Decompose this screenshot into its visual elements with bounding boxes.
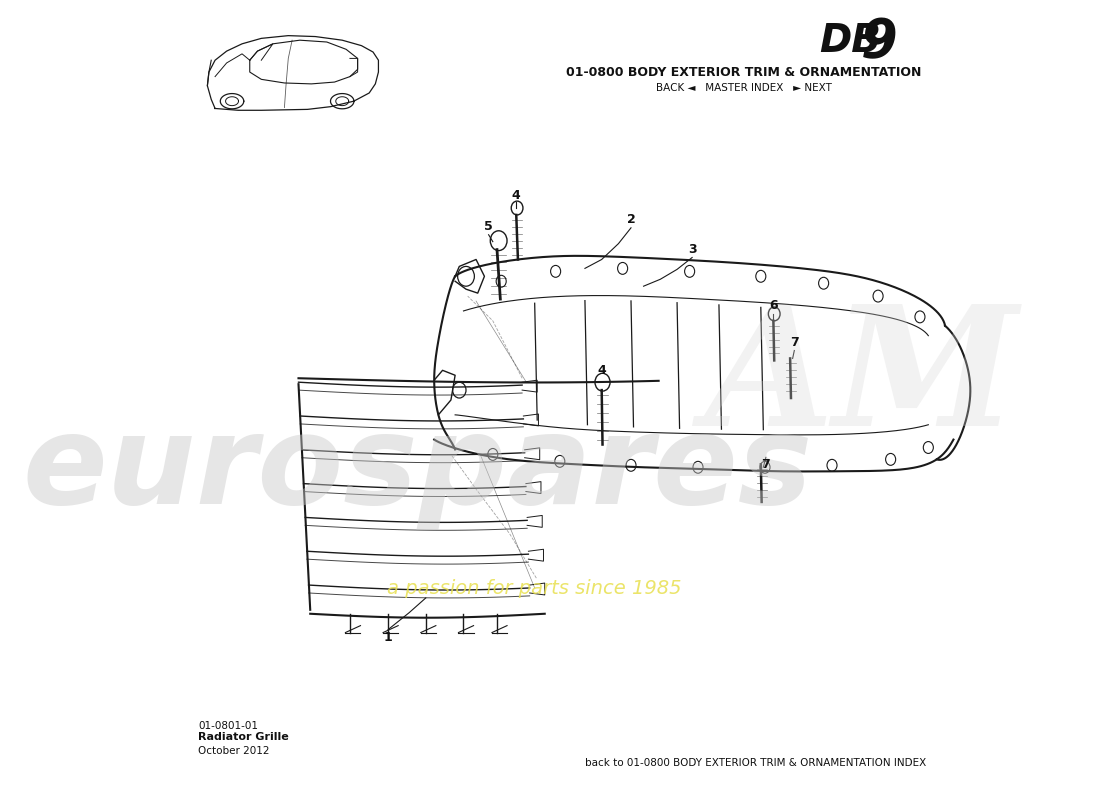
Text: eurospares: eurospares [22, 409, 813, 530]
Text: 5: 5 [484, 220, 493, 234]
Text: 2: 2 [627, 214, 636, 226]
Text: 1: 1 [384, 631, 393, 644]
Text: 01-0800 BODY EXTERIOR TRIM & ORNAMENTATION: 01-0800 BODY EXTERIOR TRIM & ORNAMENTATI… [566, 66, 922, 78]
Text: 6: 6 [769, 299, 778, 313]
Text: 01-0801-01: 01-0801-01 [198, 721, 258, 730]
Text: back to 01-0800 BODY EXTERIOR TRIM & ORNAMENTATION INDEX: back to 01-0800 BODY EXTERIOR TRIM & ORN… [585, 758, 926, 768]
Text: 3: 3 [688, 243, 696, 256]
Text: 4: 4 [512, 189, 520, 202]
Text: a passion for parts since 1985: a passion for parts since 1985 [387, 578, 682, 598]
Text: October 2012: October 2012 [198, 746, 270, 756]
Text: DB: DB [820, 22, 881, 60]
Text: AM: AM [704, 299, 1019, 461]
Text: 4: 4 [597, 364, 606, 377]
Text: Radiator Grille: Radiator Grille [198, 733, 288, 742]
Text: 9: 9 [861, 16, 898, 68]
Text: 7: 7 [761, 458, 770, 471]
Text: BACK ◄   MASTER INDEX   ► NEXT: BACK ◄ MASTER INDEX ► NEXT [656, 83, 832, 94]
Text: 7: 7 [790, 336, 799, 349]
